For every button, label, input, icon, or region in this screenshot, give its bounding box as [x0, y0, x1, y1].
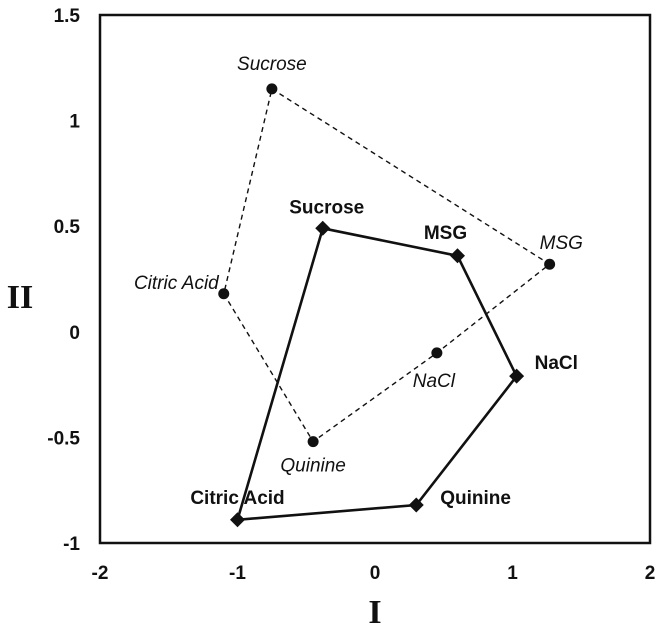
x-tick-label: 2	[645, 563, 656, 584]
series-0-polygon	[223, 87, 551, 443]
data-markers	[218, 83, 556, 528]
point-sucrose-circle	[266, 83, 278, 95]
tick-labels: -2 -1 0 1 2 -1 -0.5 0 0.5 1 1.5	[47, 6, 655, 584]
point-nacl-diamond	[509, 368, 525, 384]
label-nacl-diamond: NaCl	[535, 353, 578, 374]
point-quinine-circle	[307, 436, 319, 448]
label-msg-diamond: MSG	[424, 223, 467, 244]
point-msg-circle	[544, 258, 556, 270]
point-msg-diamond	[450, 248, 465, 264]
point-citric-acid-diamond	[230, 512, 245, 528]
series-polygons	[223, 87, 551, 522]
label-citric-acid-diamond: Citric Acid	[190, 488, 284, 509]
plot-frame	[98, 13, 652, 545]
label-citric-acid-circle: Citric Acid	[134, 273, 220, 294]
y-tick-label: 0	[69, 323, 80, 344]
x-tick-label: 0	[370, 563, 381, 584]
x-tick-label: -1	[229, 563, 246, 584]
point-labels: Sucrose MSG NaCl Quinine Citric Acid Sucrose M…	[134, 54, 583, 509]
y-tick-label: 1	[69, 112, 80, 133]
x-tick-label: 1	[507, 563, 518, 584]
y-tick-label: -1	[63, 534, 80, 555]
y-axis-title: II	[7, 279, 33, 316]
label-sucrose-diamond: Sucrose	[289, 197, 364, 218]
y-tick-label: -0.5	[47, 428, 80, 449]
x-axis-title: I	[368, 594, 381, 631]
point-quinine-diamond	[408, 497, 424, 513]
label-nacl-circle: NaCl	[413, 371, 456, 392]
label-sucrose-circle: Sucrose	[237, 54, 307, 75]
label-quinine-diamond: Quinine	[440, 488, 511, 509]
x-tick-label: -2	[92, 563, 109, 584]
point-citric-acid-circle	[218, 288, 230, 300]
y-tick-label: 1.5	[54, 6, 81, 27]
label-msg-circle: MSG	[540, 233, 583, 254]
y-tick-label: 0.5	[54, 217, 81, 238]
point-nacl-circle	[431, 347, 443, 359]
label-quinine-circle: Quinine	[280, 456, 346, 477]
point-sucrose-diamond	[315, 220, 331, 236]
series-1-polygon	[235, 226, 519, 522]
